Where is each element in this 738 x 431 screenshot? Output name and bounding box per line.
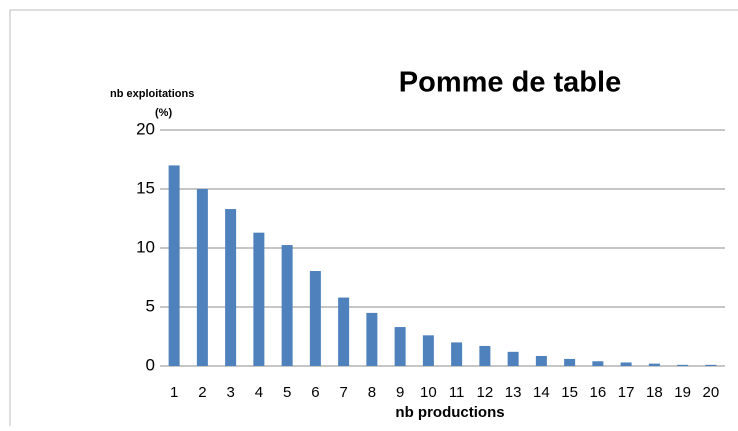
bar xyxy=(394,327,406,366)
x-tick-label: 20 xyxy=(703,384,720,401)
bar xyxy=(451,342,463,366)
y-tick-label: 0 xyxy=(146,355,155,374)
bar xyxy=(253,232,265,366)
x-tick-label: 11 xyxy=(449,384,465,401)
bar xyxy=(705,364,717,366)
x-tick-label: 2 xyxy=(198,384,206,401)
y-axis-label: nb exploitations xyxy=(110,88,194,100)
x-tick-label: 18 xyxy=(646,384,663,401)
chart-title: Pomme de table xyxy=(399,67,621,99)
bar xyxy=(281,245,293,366)
bar xyxy=(479,345,491,366)
x-tick-label: 4 xyxy=(255,384,263,401)
bar xyxy=(196,189,208,366)
bar xyxy=(677,364,689,366)
bar xyxy=(338,297,350,366)
y-tick-label: 15 xyxy=(136,178,155,197)
x-tick-label: 1 xyxy=(170,384,178,401)
bar xyxy=(535,355,547,366)
bar xyxy=(309,271,321,366)
y-axis-label: (%) xyxy=(155,107,172,119)
x-tick-label: 5 xyxy=(283,384,291,401)
x-tick-label: 8 xyxy=(368,384,376,401)
bar xyxy=(620,362,632,366)
x-tick-label: 12 xyxy=(477,384,494,401)
x-axis-label: nb productions xyxy=(395,404,504,421)
y-tick-label: 10 xyxy=(136,237,155,256)
bar xyxy=(366,312,378,366)
chart-frame xyxy=(9,9,738,426)
bar xyxy=(168,165,180,366)
x-tick-label: 14 xyxy=(533,384,550,401)
bar xyxy=(225,209,237,366)
y-tick-label: 20 xyxy=(136,119,155,138)
bar xyxy=(507,351,519,366)
bar xyxy=(564,358,576,366)
x-tick-label: 6 xyxy=(311,384,319,401)
x-tick-label: 9 xyxy=(396,384,404,401)
bar xyxy=(592,361,604,366)
x-tick-label: 3 xyxy=(226,384,234,401)
x-tick-label: 17 xyxy=(618,384,635,401)
x-tick-label: 13 xyxy=(505,384,522,401)
x-tick-label: 7 xyxy=(339,384,347,401)
x-tick-label: 15 xyxy=(561,384,578,401)
x-tick-label: 19 xyxy=(674,384,691,401)
x-tick-label: 10 xyxy=(420,384,437,401)
bar xyxy=(648,363,660,366)
bar xyxy=(422,335,434,366)
y-tick-label: 5 xyxy=(146,296,155,315)
x-tick-label: 16 xyxy=(590,384,607,401)
